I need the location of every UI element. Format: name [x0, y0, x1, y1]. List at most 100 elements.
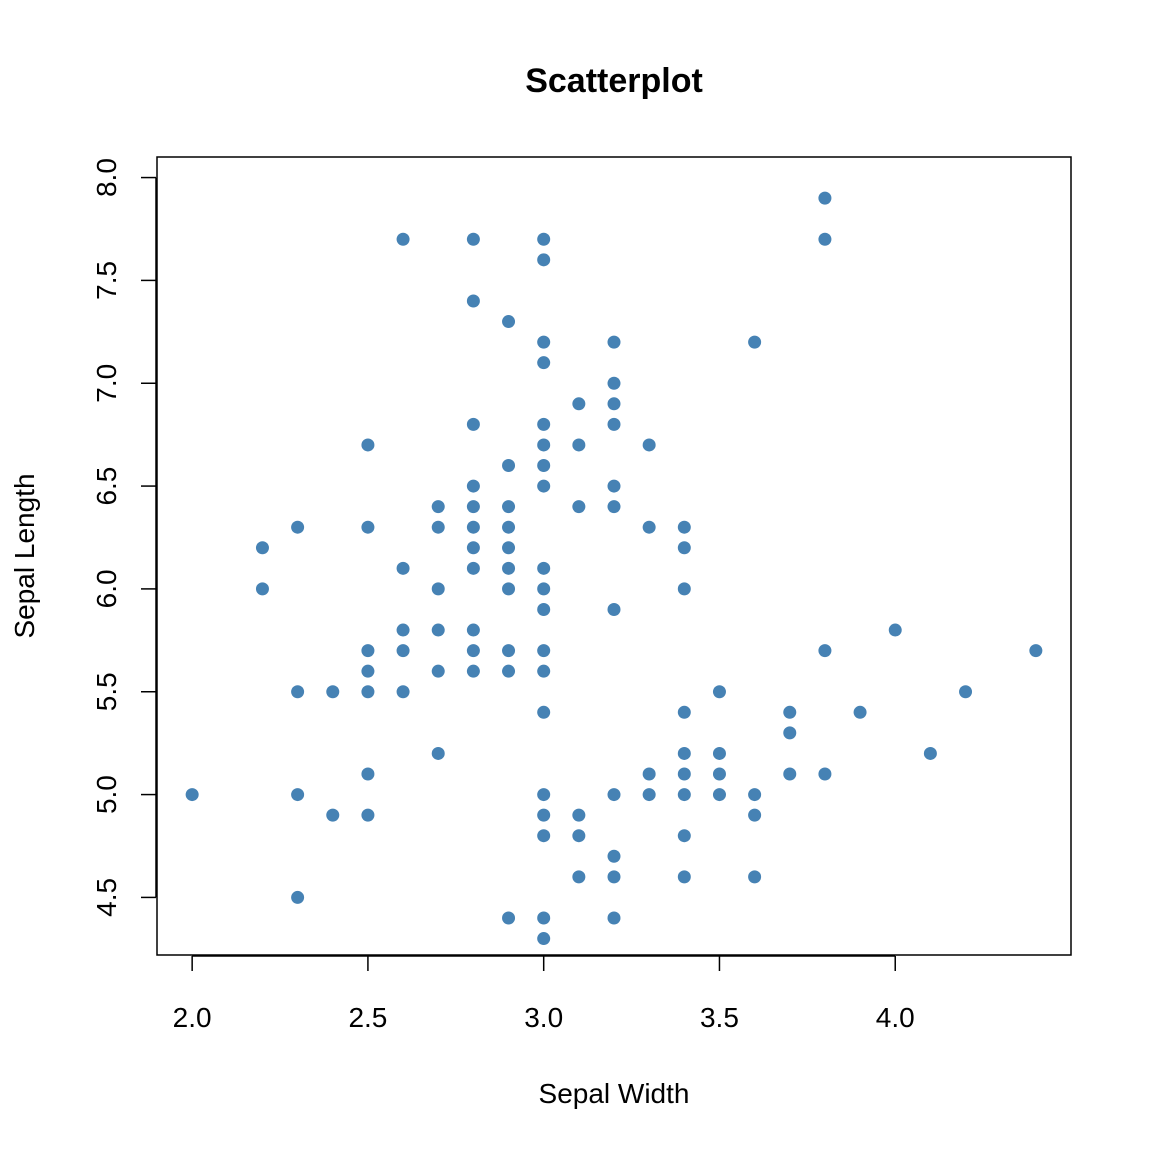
data-point — [431, 664, 445, 678]
plot-frame — [156, 156, 1072, 956]
data-point — [607, 911, 621, 925]
data-point — [361, 664, 375, 678]
data-point — [431, 500, 445, 514]
y-tick-label: 5.0 — [91, 775, 122, 814]
data-point — [502, 500, 516, 514]
data-point — [642, 788, 656, 802]
data-point — [607, 376, 621, 390]
data-point — [748, 808, 762, 822]
data-point — [677, 582, 691, 596]
data-point — [783, 767, 797, 781]
data-point — [677, 788, 691, 802]
data-point — [818, 767, 832, 781]
data-point — [677, 870, 691, 884]
x-axis-label: Sepal Width — [539, 1078, 690, 1109]
data-point — [466, 294, 480, 308]
data-point — [396, 623, 410, 637]
data-point — [537, 356, 551, 370]
data-point — [537, 644, 551, 658]
data-point — [361, 520, 375, 534]
data-point — [888, 623, 902, 637]
data-point — [291, 685, 305, 699]
y-tick-label: 6.0 — [91, 569, 122, 608]
y-tick-label: 7.0 — [91, 364, 122, 403]
data-point — [466, 232, 480, 246]
data-points — [185, 191, 1043, 946]
data-point — [502, 644, 516, 658]
data-point — [677, 541, 691, 555]
y-axis-label: Sepal Length — [9, 473, 40, 638]
data-point — [712, 746, 726, 760]
data-point — [255, 541, 269, 555]
data-point — [466, 417, 480, 431]
x-tick-label: 3.0 — [524, 1002, 563, 1033]
data-point — [466, 541, 480, 555]
data-point — [291, 520, 305, 534]
data-point — [712, 767, 726, 781]
data-point — [783, 726, 797, 740]
data-point — [396, 232, 410, 246]
x-tick-label: 3.5 — [700, 1002, 739, 1033]
x-tick-label: 2.5 — [348, 1002, 387, 1033]
data-point — [502, 582, 516, 596]
data-point — [818, 191, 832, 205]
data-point — [537, 705, 551, 719]
data-point — [537, 829, 551, 843]
data-point — [537, 253, 551, 267]
data-point — [712, 788, 726, 802]
data-point — [572, 829, 586, 843]
data-point — [431, 623, 445, 637]
data-point — [607, 417, 621, 431]
y-tick-label: 5.5 — [91, 672, 122, 711]
data-point — [502, 520, 516, 534]
data-point — [502, 911, 516, 925]
data-point — [537, 582, 551, 596]
data-point — [748, 870, 762, 884]
data-point — [466, 623, 480, 637]
data-point — [361, 808, 375, 822]
data-point — [537, 417, 551, 431]
data-point — [537, 561, 551, 575]
data-point — [677, 746, 691, 760]
data-point — [255, 582, 269, 596]
data-point — [712, 685, 726, 699]
data-point — [291, 890, 305, 904]
data-point — [537, 911, 551, 925]
data-point — [466, 500, 480, 514]
data-point — [185, 788, 199, 802]
data-point — [572, 397, 586, 411]
data-point — [959, 685, 973, 699]
data-point — [361, 644, 375, 658]
y-tick-label: 4.5 — [91, 878, 122, 917]
data-point — [537, 664, 551, 678]
data-point — [607, 500, 621, 514]
data-point — [291, 788, 305, 802]
data-point — [748, 788, 762, 802]
data-point — [537, 788, 551, 802]
data-point — [677, 767, 691, 781]
data-point — [923, 746, 937, 760]
data-point — [431, 746, 445, 760]
data-point — [361, 685, 375, 699]
data-point — [607, 788, 621, 802]
data-point — [466, 561, 480, 575]
y-tick-label: 8.0 — [91, 158, 122, 197]
data-point — [537, 602, 551, 616]
data-point — [396, 644, 410, 658]
data-point — [607, 870, 621, 884]
data-point — [642, 767, 656, 781]
data-point — [853, 705, 867, 719]
data-point — [642, 520, 656, 534]
data-point — [537, 459, 551, 473]
data-point — [572, 870, 586, 884]
data-point — [502, 664, 516, 678]
data-point — [537, 808, 551, 822]
data-point — [572, 438, 586, 452]
data-point — [431, 582, 445, 596]
data-point — [537, 438, 551, 452]
data-point — [642, 438, 656, 452]
data-point — [748, 335, 762, 349]
x-axis: 2.0 2.5 3.0 3.5 4.0 — [173, 955, 915, 1033]
data-point — [502, 541, 516, 555]
